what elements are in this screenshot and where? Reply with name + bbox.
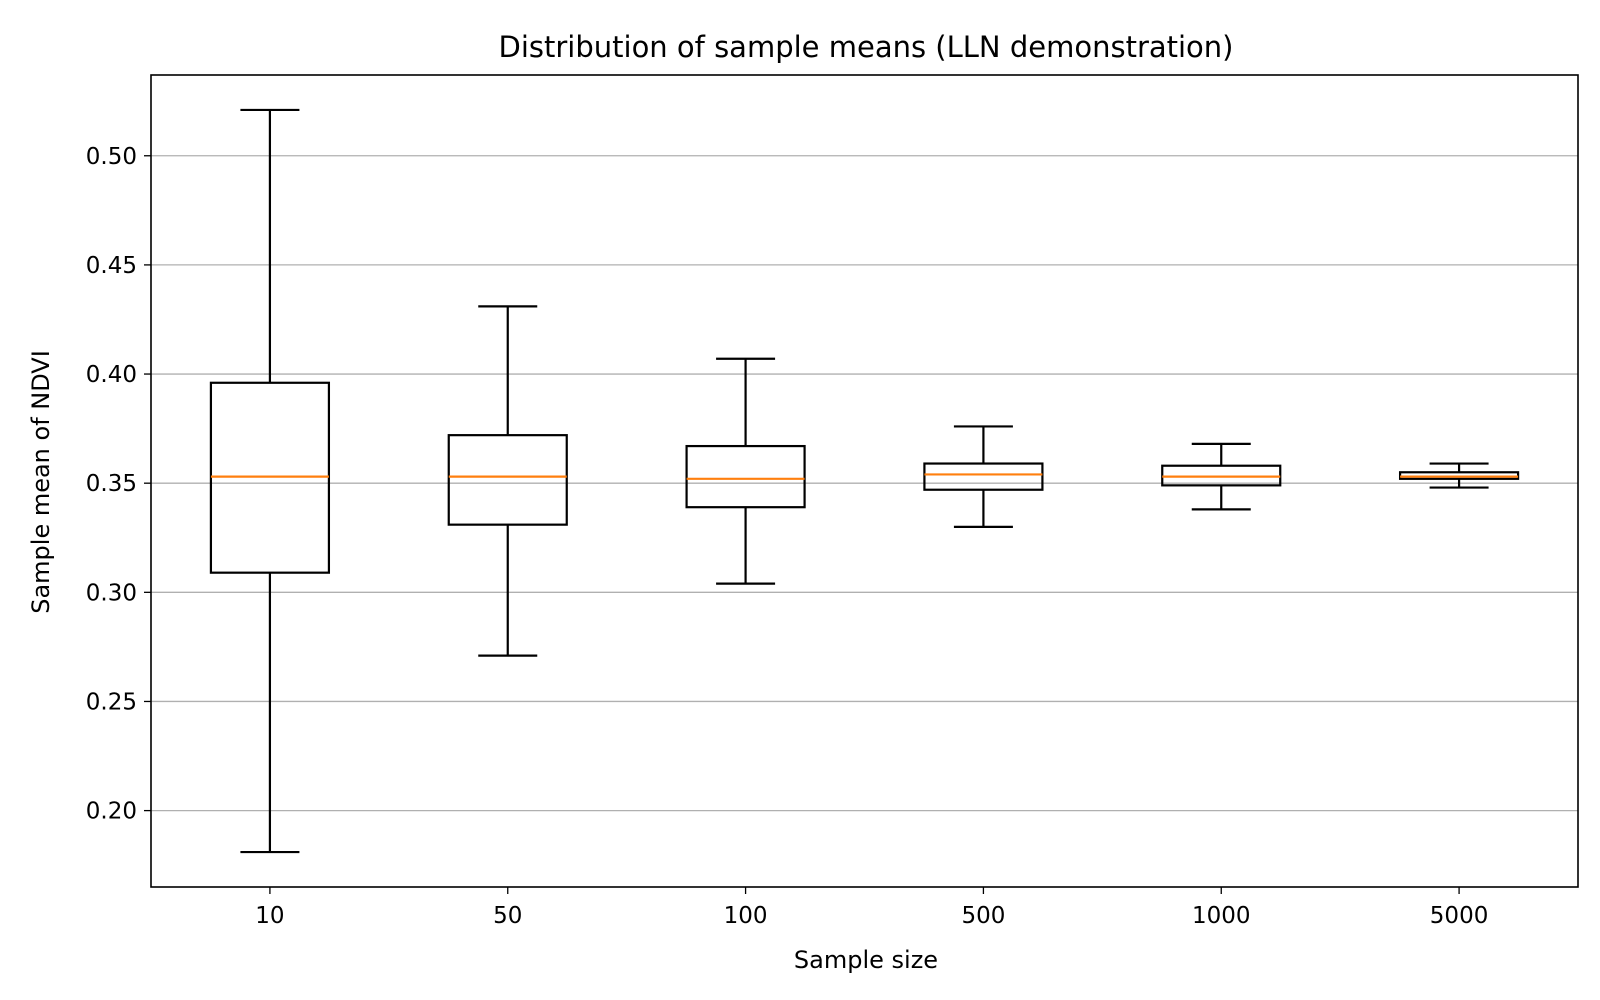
x-tick-label: 5000 — [1430, 903, 1489, 929]
box-iqr — [685, 444, 806, 509]
box-iqr — [923, 462, 1044, 491]
y-tick-label: 0.30 — [86, 580, 137, 606]
x-axis-ticks: 10 50 100 500 1000 5000 — [255, 887, 1488, 929]
x-tick-label: 50 — [493, 903, 522, 929]
y-axis-label: Sample mean of NDVI — [27, 350, 55, 614]
x-tick-label: 100 — [724, 903, 768, 929]
box-group-500 — [923, 425, 1044, 528]
box-group-100 — [685, 357, 806, 585]
y-tick-label: 0.20 — [86, 799, 137, 825]
box-group-1000 — [1161, 442, 1282, 511]
y-grid-lines — [151, 155, 1578, 812]
box-group-5000 — [1398, 462, 1520, 489]
y-axis-ticks: 0.20 0.25 0.30 0.35 0.40 0.45 0.50 — [86, 144, 151, 825]
y-tick-label: 0.35 — [86, 471, 137, 497]
y-tick-label: 0.50 — [86, 144, 137, 170]
y-tick-label: 0.40 — [86, 362, 137, 388]
box-iqr — [447, 434, 568, 526]
x-tick-label: 500 — [961, 903, 1005, 929]
boxes — [209, 108, 1520, 854]
x-tick-label: 10 — [255, 903, 284, 929]
y-tick-label: 0.25 — [86, 689, 137, 715]
x-tick-label: 1000 — [1192, 903, 1251, 929]
chart-title: Distribution of sample means (LLN demons… — [499, 30, 1234, 64]
y-tick-label: 0.45 — [86, 253, 137, 279]
x-axis-label: Sample size — [794, 946, 938, 974]
box-group-50 — [447, 305, 568, 657]
plot-frame — [150, 74, 1579, 888]
box-group-10 — [209, 108, 331, 854]
